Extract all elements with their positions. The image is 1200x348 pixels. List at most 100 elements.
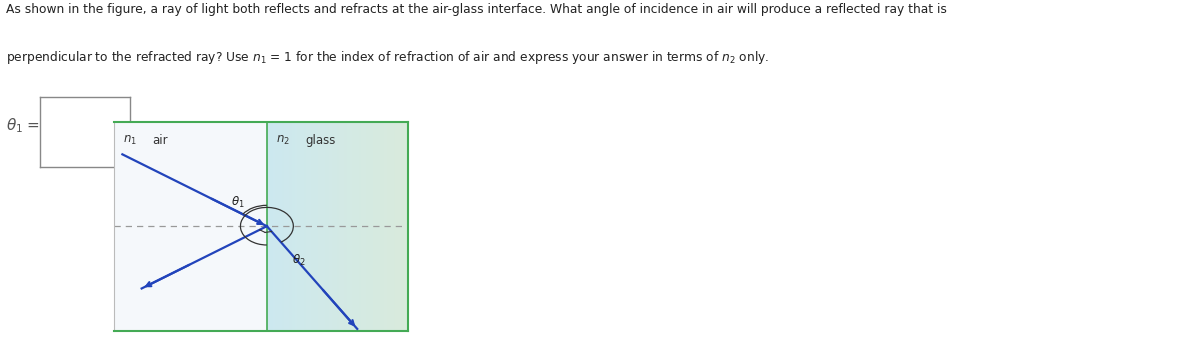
Bar (341, 122, 342, 331)
Bar (322, 122, 323, 331)
Bar (382, 122, 383, 331)
Bar (370, 122, 371, 331)
Bar (384, 122, 385, 331)
Bar (376, 122, 377, 331)
Bar (319, 122, 320, 331)
Bar (323, 122, 325, 331)
Bar (401, 122, 402, 331)
Bar (365, 122, 366, 331)
Bar (373, 122, 374, 331)
Bar (389, 122, 390, 331)
Bar (402, 122, 403, 331)
Bar (280, 122, 281, 331)
Bar (406, 122, 407, 331)
Bar (299, 122, 301, 331)
Bar (371, 122, 373, 331)
Text: $n_1$: $n_1$ (122, 134, 137, 148)
Bar (306, 122, 308, 331)
Bar (379, 122, 382, 331)
Bar (337, 122, 338, 331)
Bar (338, 122, 341, 331)
Bar (346, 122, 347, 331)
Bar (313, 122, 314, 331)
Bar (386, 122, 389, 331)
Bar (330, 122, 331, 331)
Bar (367, 122, 368, 331)
Bar (342, 122, 343, 331)
Bar (312, 122, 313, 331)
Text: glass: glass (305, 134, 336, 147)
Bar (286, 122, 287, 331)
Bar (353, 122, 354, 331)
Bar (343, 122, 344, 331)
Bar (395, 122, 397, 331)
Bar (407, 122, 408, 331)
Bar (269, 122, 270, 331)
Text: $\theta_1$: $\theta_1$ (230, 195, 245, 210)
Bar (349, 122, 350, 331)
Bar (398, 122, 400, 331)
Bar (362, 122, 365, 331)
Bar (275, 122, 277, 331)
Bar (277, 122, 278, 331)
Bar (304, 122, 305, 331)
Text: $\theta_1$: $\theta_1$ (6, 116, 23, 135)
Bar (284, 122, 286, 331)
Bar (270, 122, 271, 331)
Bar (281, 122, 282, 331)
Bar (347, 122, 349, 331)
Bar (400, 122, 401, 331)
Bar (326, 122, 328, 331)
Bar (355, 122, 358, 331)
Bar (361, 122, 362, 331)
Bar (331, 122, 334, 331)
Bar (310, 122, 311, 331)
Bar (294, 122, 295, 331)
Bar (274, 122, 275, 331)
Bar (328, 122, 329, 331)
Bar (354, 122, 355, 331)
Bar (335, 122, 336, 331)
Bar (296, 122, 298, 331)
Bar (385, 122, 386, 331)
Bar (366, 122, 367, 331)
Bar (358, 122, 359, 331)
Bar (350, 122, 352, 331)
Bar (317, 122, 318, 331)
Bar (308, 122, 310, 331)
Bar (290, 122, 293, 331)
Bar (271, 122, 272, 331)
Bar (360, 122, 361, 331)
Text: =: = (26, 118, 40, 133)
Bar (288, 122, 289, 331)
Bar (272, 122, 274, 331)
Bar (374, 122, 376, 331)
Bar (383, 122, 384, 331)
Bar (314, 122, 317, 331)
Bar (391, 122, 392, 331)
Bar (336, 122, 337, 331)
Bar (301, 122, 302, 331)
Bar (287, 122, 288, 331)
Bar (320, 122, 322, 331)
Bar (293, 122, 294, 331)
Bar (352, 122, 353, 331)
Bar (302, 122, 304, 331)
Bar (377, 122, 378, 331)
Bar (318, 122, 319, 331)
Bar (278, 122, 280, 331)
Bar (334, 122, 335, 331)
Text: perpendicular to the refracted ray? Use $n_1$ = 1 for the index of refraction of: perpendicular to the refracted ray? Use … (6, 49, 769, 66)
Bar (403, 122, 406, 331)
Bar (298, 122, 299, 331)
Bar (266, 122, 269, 331)
Bar (325, 122, 326, 331)
Bar (390, 122, 391, 331)
Text: $n_2$: $n_2$ (276, 134, 289, 148)
Bar (282, 122, 284, 331)
Bar (329, 122, 330, 331)
Text: As shown in the figure, a ray of light both reflects and refracts at the air-gla: As shown in the figure, a ray of light b… (6, 3, 947, 16)
Bar (368, 122, 370, 331)
Bar (289, 122, 290, 331)
Bar (394, 122, 395, 331)
